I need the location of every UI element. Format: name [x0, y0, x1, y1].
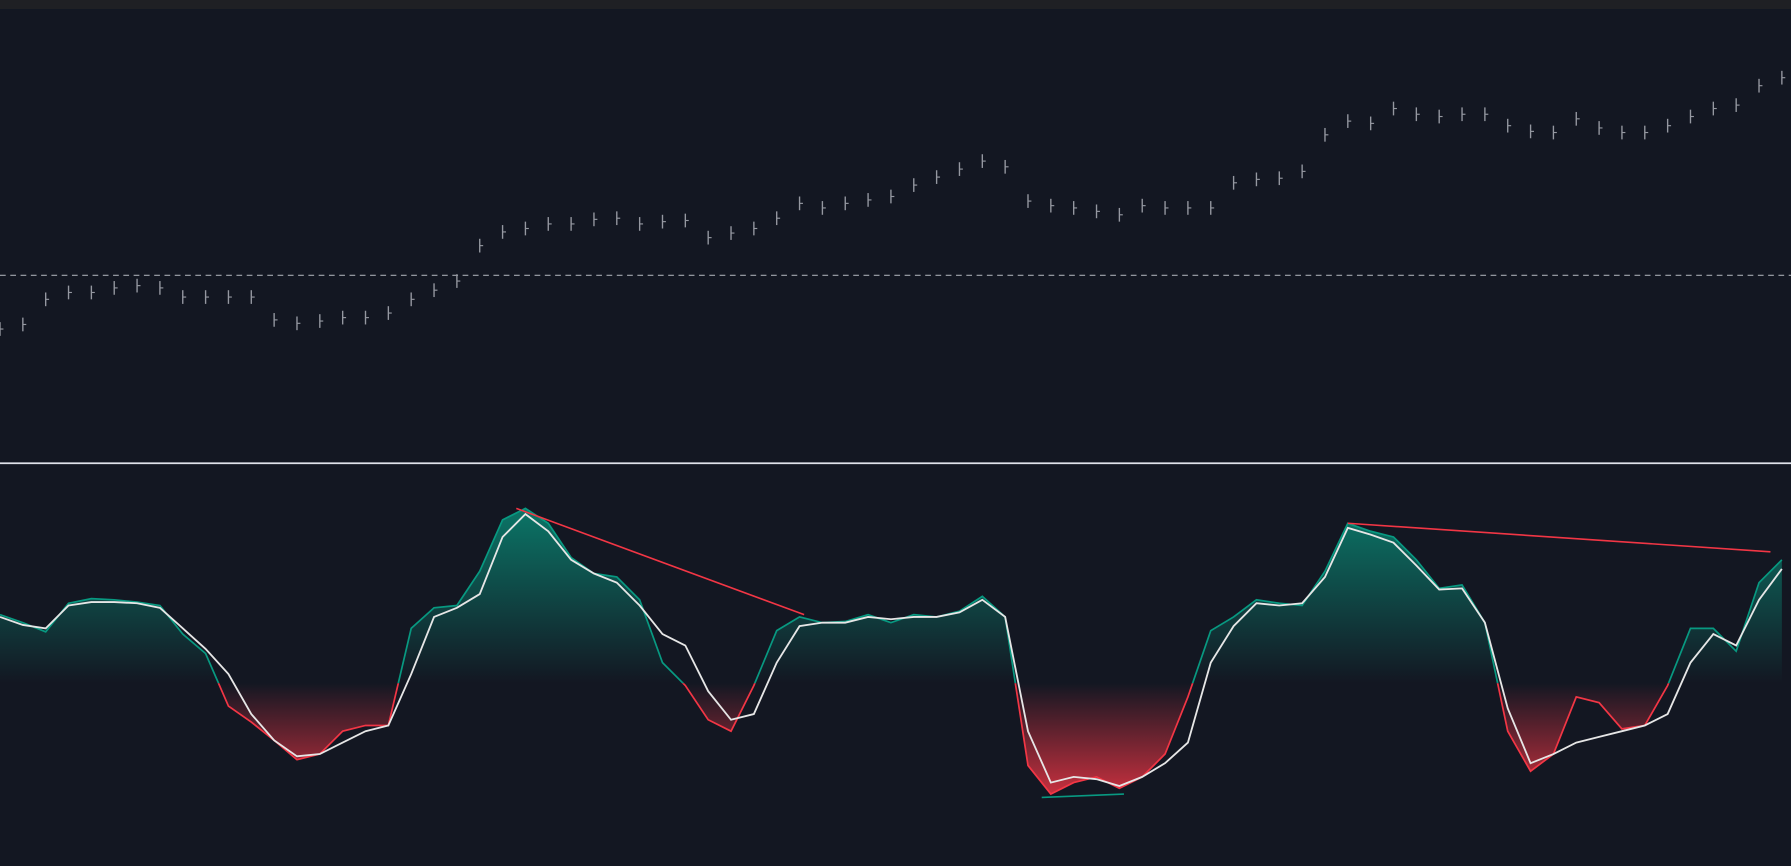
divergence-line	[516, 507, 805, 616]
top-bar	[0, 0, 1791, 10]
oscillator-area-down	[0, 683, 1782, 795]
signal-line	[0, 512, 1783, 787]
divergence-line	[1041, 793, 1124, 799]
divergence-line	[1347, 522, 1771, 553]
oscillator-line-down	[217, 683, 1670, 796]
